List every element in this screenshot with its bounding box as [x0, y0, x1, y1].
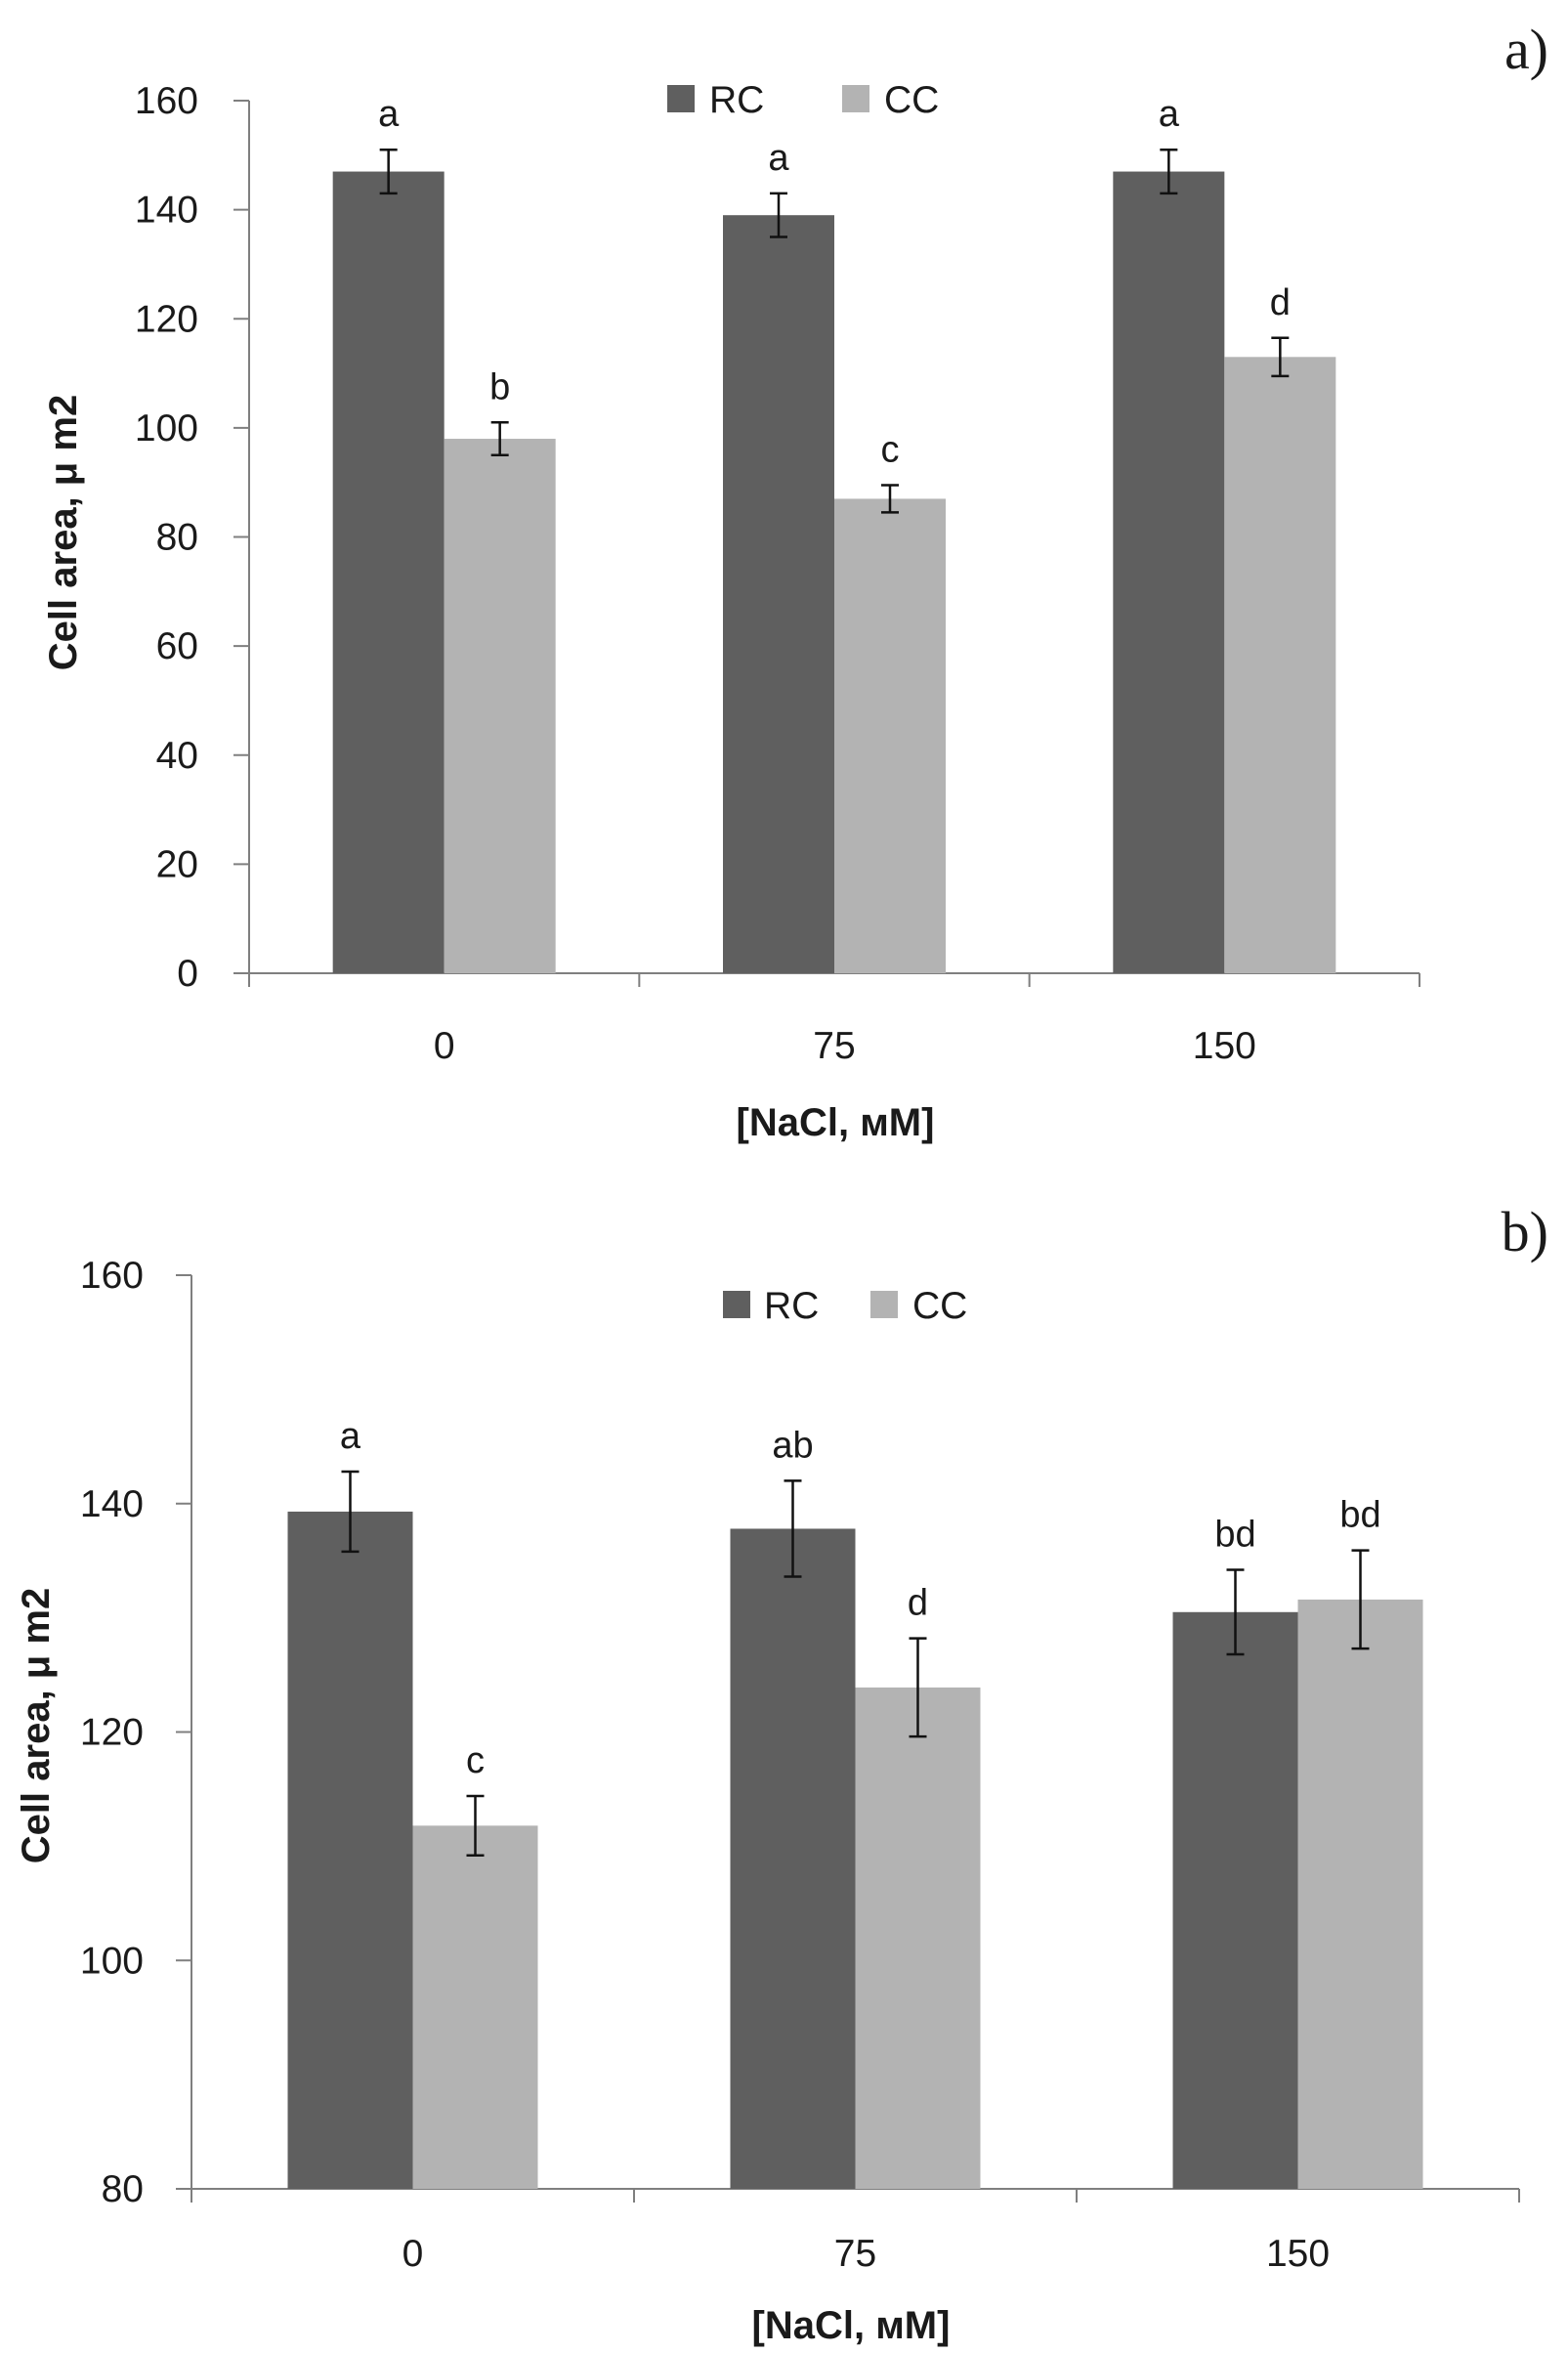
panel-b-label: b)	[1502, 1200, 1548, 1263]
panel-a-y-tick-label: 0	[177, 953, 198, 995]
panel-a-significance-letter: b	[489, 366, 510, 407]
panel-b-significance-letter: c	[466, 1740, 485, 1781]
panel-a-plot: 0 20 40 60 80 100 120 140 160 a b 0 a c 75 a d 150	[135, 80, 1420, 1067]
panel-b-bar-rc-0	[287, 1511, 413, 2189]
panel-a-x-tick-label: 75	[813, 1025, 855, 1067]
panel-b-significance-letter: a	[340, 1416, 361, 1457]
panel-b-bar-cc-0	[412, 1825, 538, 2189]
panel-a-legend-cc-swatch	[842, 85, 869, 112]
panel-a-y-tick-label: 40	[156, 735, 198, 777]
panel-b-y-axis-title: Cell area, μ m2	[15, 1588, 58, 1863]
panel-a-legend-cc-label: CC	[884, 79, 939, 121]
panel-a-y-tick-label: 140	[135, 190, 198, 232]
panel-b-x-tick-label: 0	[403, 2233, 424, 2275]
panel-b-significance-letter: d	[908, 1583, 928, 1624]
panel-b-plot: 80 100 120 140 160 a c 0 ab d 75 bd bd 150	[80, 1255, 1520, 2275]
panel-a-y-tick-label: 80	[156, 517, 198, 559]
panel-b-y-tick-label: 160	[80, 1255, 144, 1297]
panel-a-y-tick-label: 160	[135, 80, 198, 122]
panel-b-legend: RC CC	[723, 1285, 967, 1327]
panel-a-label: a)	[1504, 18, 1548, 81]
panel-b-bar-cc-75	[855, 1687, 981, 2189]
panel-b-legend-rc-label: RC	[764, 1285, 819, 1327]
panel-a-significance-letter: a	[1159, 94, 1180, 135]
panel-a-bar-cc-0	[444, 439, 556, 974]
panel-b-x-tick-label: 150	[1266, 2233, 1330, 2275]
panel-b-bar-cc-150	[1297, 1599, 1423, 2189]
panel-a-bar-cc-150	[1224, 357, 1336, 974]
panel-b-y-tick-label: 120	[80, 1712, 144, 1754]
panel-b-y-tick-label: 80	[102, 2168, 144, 2210]
panel-b-y-tick-label: 100	[80, 1940, 144, 1982]
panel-b-x-axis-title: [NaCl, мМ]	[752, 2304, 951, 2347]
panel-a-y-tick-label: 20	[156, 843, 198, 885]
panel-a: a) 0 20 40 60 80 100 120 140 160 a b 0 a c 75 a d 150 Cel…	[42, 18, 1548, 1144]
panel-b-legend-cc-label: CC	[912, 1285, 967, 1327]
panel-a-y-tick-label: 120	[135, 298, 198, 340]
panel-a-significance-letter: a	[378, 94, 400, 135]
panel-a-bar-rc-150	[1113, 171, 1225, 973]
panel-a-bar-rc-0	[332, 171, 445, 973]
panel-b-significance-letter: bd	[1339, 1495, 1380, 1536]
panel-a-bar-cc-75	[834, 498, 946, 973]
panel-b: b) 80 100 120 140 160 a c 0 ab d 75 bd bd 150 Cell ar…	[15, 1200, 1548, 2347]
panel-a-y-tick-label: 60	[156, 625, 198, 667]
panel-a-y-tick-label: 100	[135, 407, 198, 449]
panel-b-x-tick-label: 75	[834, 2233, 876, 2275]
panel-a-legend-rc-label: RC	[709, 79, 764, 121]
panel-b-y-tick-label: 140	[80, 1483, 144, 1525]
panel-a-x-tick-label: 0	[434, 1025, 455, 1067]
panel-a-legend-rc-swatch	[667, 85, 695, 112]
panel-b-significance-letter: bd	[1214, 1515, 1255, 1556]
panel-a-bar-rc-75	[723, 215, 834, 974]
panel-b-bar-rc-150	[1172, 1611, 1298, 2189]
panel-a-significance-letter: d	[1270, 282, 1291, 323]
panel-b-significance-letter: ab	[772, 1425, 813, 1466]
panel-b-legend-cc-swatch	[870, 1291, 898, 1318]
panel-a-legend: RC CC	[667, 79, 939, 121]
panel-b-bar-rc-75	[730, 1528, 856, 2189]
panel-a-significance-letter: c	[881, 429, 900, 470]
panel-a-x-tick-label: 150	[1193, 1025, 1256, 1067]
panel-b-legend-rc-swatch	[723, 1291, 750, 1318]
panel-a-y-axis-title: Cell area, μ m2	[42, 395, 85, 670]
panel-a-x-axis-title: [NaCl, мМ]	[737, 1101, 935, 1144]
panel-a-significance-letter: a	[768, 138, 789, 179]
